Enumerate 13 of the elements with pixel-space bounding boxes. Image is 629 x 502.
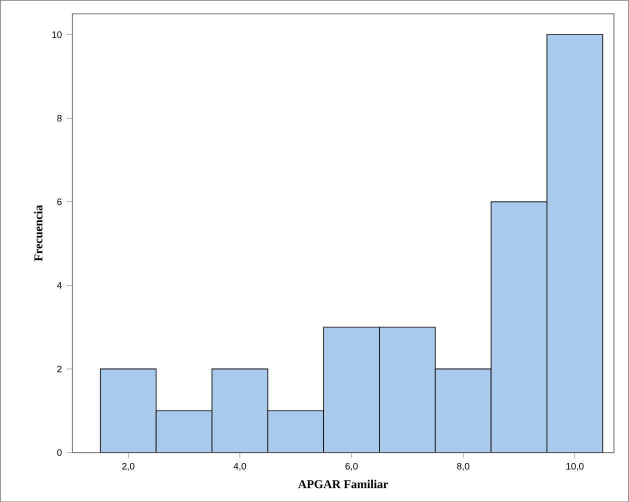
- y-tick-label: 4: [57, 282, 62, 288]
- y-tick-label: 10: [52, 31, 62, 38]
- x-tick-label: 10,0: [566, 462, 584, 471]
- y-tick-label: 8: [57, 114, 62, 122]
- x-tick-label: 6,0: [346, 462, 358, 471]
- x-tick-label: 4,0: [234, 462, 246, 471]
- x-axis-title: APGAR Familiar: [298, 480, 388, 488]
- x-tick-label: 8,0: [457, 462, 470, 471]
- y-tick-label: 6: [57, 198, 62, 205]
- y-tick-label: 2: [57, 366, 62, 372]
- x-tick-label: 2,0: [122, 462, 134, 471]
- y-axis-title: Frecuencia: [34, 204, 42, 262]
- y-tick-label: 0: [57, 449, 62, 456]
